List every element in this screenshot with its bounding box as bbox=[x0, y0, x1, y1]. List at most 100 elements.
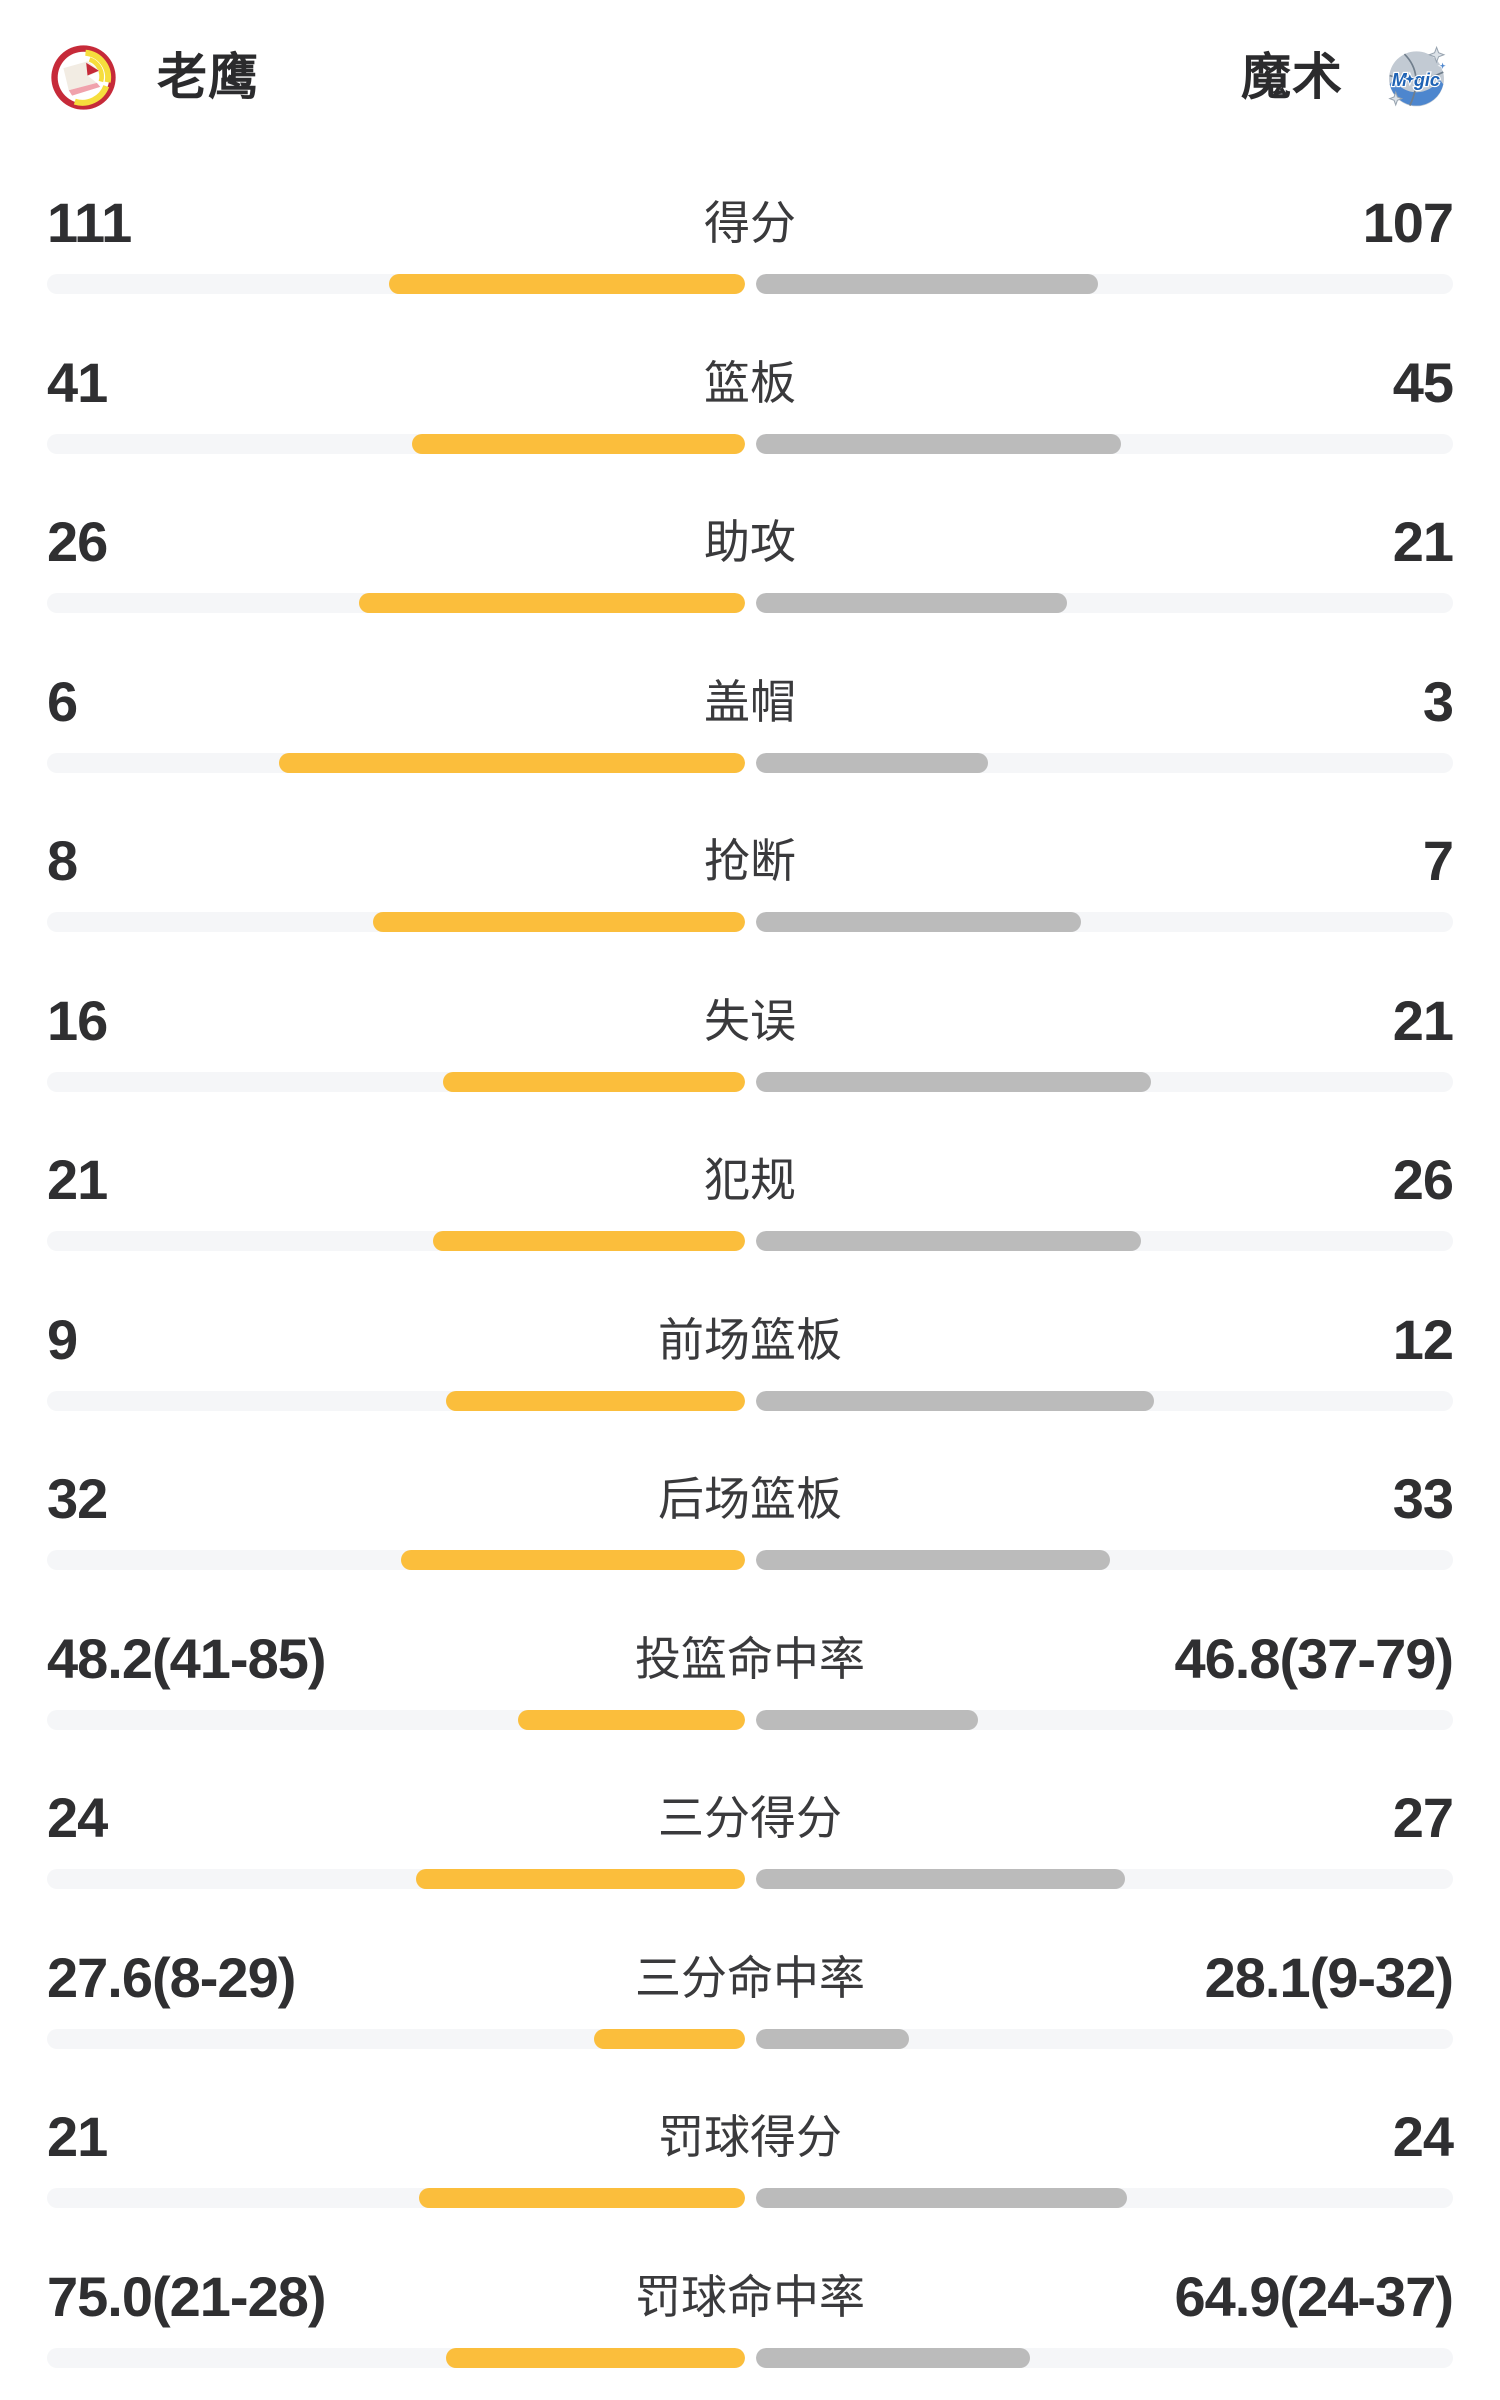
stat-bars bbox=[47, 593, 1453, 613]
stat-bars bbox=[47, 912, 1453, 932]
stat-label: 篮板 bbox=[704, 356, 796, 409]
stat-label: 得分 bbox=[704, 197, 796, 249]
bar-fill-right bbox=[755, 274, 1098, 294]
bar-track-left bbox=[47, 2188, 745, 2208]
bar-fill-left bbox=[445, 2347, 745, 2368]
bar-fill-left bbox=[445, 1390, 745, 1411]
header: 老鹰 魔术 M gic bbox=[0, 0, 1500, 111]
bar-fill-left bbox=[432, 1231, 745, 1251]
team-left-name: 老鹰 bbox=[157, 49, 259, 105]
stat-bars bbox=[47, 1709, 1453, 1730]
stat-bars bbox=[47, 1231, 1453, 1251]
stat-line: 26 助攻 21 bbox=[47, 510, 1454, 573]
bar-track-right bbox=[755, 1231, 1453, 1251]
stat-label: 犯规 bbox=[704, 1154, 796, 1206]
bar-track-left bbox=[47, 2028, 745, 2049]
bar-fill-left bbox=[593, 2028, 745, 2049]
bar-fill-left bbox=[372, 912, 745, 932]
stat-line: 9 前场篮板 12 bbox=[47, 1307, 1454, 1371]
stat-value-right: 64.9(24-37) bbox=[1174, 2264, 1454, 2328]
bar-fill-left bbox=[401, 1550, 745, 1570]
stat-row: 32 后场篮板 33 bbox=[47, 1467, 1454, 1570]
stat-label: 三分命中率 bbox=[635, 1951, 865, 2004]
stat-bars bbox=[47, 274, 1453, 294]
stat-row: 27.6(8-29) 三分命中率 28.1(9-32) bbox=[47, 1945, 1454, 2049]
bar-track-right bbox=[755, 593, 1453, 613]
bar-fill-left bbox=[517, 1709, 745, 1730]
bar-track-right bbox=[755, 1709, 1453, 1730]
bar-track-right bbox=[755, 2028, 1453, 2049]
bar-fill-right bbox=[755, 1869, 1125, 1889]
bar-track-right bbox=[755, 433, 1453, 454]
hawks-logo-icon bbox=[50, 44, 117, 111]
stat-label: 失误 bbox=[704, 994, 796, 1047]
stat-value-left: 16 bbox=[47, 988, 108, 1052]
bar-track-right bbox=[755, 2347, 1453, 2368]
stat-bars bbox=[47, 2028, 1453, 2049]
stat-value-right: 28.1(9-32) bbox=[1204, 1945, 1454, 2009]
stat-value-left: 26 bbox=[47, 510, 108, 573]
stat-row: 21 犯规 26 bbox=[47, 1152, 1454, 1251]
stat-bars bbox=[47, 1869, 1453, 1889]
stat-label: 后场篮板 bbox=[658, 1473, 842, 1525]
bar-track-left bbox=[47, 274, 745, 294]
stat-bars bbox=[47, 2188, 1453, 2208]
bar-fill-right bbox=[755, 2028, 909, 2049]
bar-track-left bbox=[47, 912, 745, 932]
bar-fill-right bbox=[755, 1390, 1155, 1411]
stat-value-left: 9 bbox=[47, 1307, 78, 1371]
stat-label: 助攻 bbox=[704, 516, 796, 568]
bar-track-right bbox=[755, 1550, 1453, 1570]
stat-bars bbox=[47, 1071, 1453, 1092]
stat-row: 26 助攻 21 bbox=[47, 510, 1454, 613]
bar-fill-right bbox=[755, 2188, 1128, 2208]
bar-fill-right bbox=[755, 1231, 1142, 1251]
stat-row: 24 三分得分 27 bbox=[47, 1790, 1454, 1889]
bar-fill-left bbox=[418, 2188, 745, 2208]
stat-row: 75.0(21-28) 罚球命中率 64.9(24-37) bbox=[47, 2264, 1454, 2368]
bar-fill-right bbox=[755, 433, 1121, 454]
bar-fill-right bbox=[755, 593, 1068, 613]
bar-track-right bbox=[755, 1869, 1453, 1889]
stat-label: 盖帽 bbox=[704, 675, 796, 728]
stat-row: 111 得分 107 bbox=[47, 195, 1454, 294]
stat-value-left: 27.6(8-29) bbox=[47, 1945, 296, 2009]
bar-fill-right bbox=[755, 2347, 1031, 2368]
bar-fill-right bbox=[755, 1709, 978, 1730]
stat-value-right: 12 bbox=[1392, 1307, 1454, 1371]
stat-value-right: 7 bbox=[1422, 829, 1454, 892]
stat-row: 9 前场篮板 12 bbox=[47, 1307, 1454, 1411]
stat-value-right: 21 bbox=[1392, 510, 1454, 573]
bar-track-right bbox=[755, 1071, 1453, 1092]
stat-label: 投篮命中率 bbox=[635, 1632, 865, 1685]
stat-line: 75.0(21-28) 罚球命中率 64.9(24-37) bbox=[47, 2264, 1454, 2328]
bar-fill-right bbox=[755, 752, 988, 773]
team-left: 老鹰 bbox=[50, 44, 259, 111]
stat-label: 抢断 bbox=[704, 835, 796, 887]
stat-value-right: 46.8(37-79) bbox=[1174, 1626, 1454, 1690]
stat-value-right: 3 bbox=[1422, 669, 1454, 733]
stat-line: 8 抢断 7 bbox=[47, 829, 1454, 892]
bar-track-right bbox=[755, 274, 1453, 294]
bar-fill-right bbox=[755, 1550, 1110, 1570]
stat-line: 6 盖帽 3 bbox=[47, 669, 1454, 733]
stat-label: 三分得分 bbox=[658, 1792, 842, 1844]
stat-line: 24 三分得分 27 bbox=[47, 1790, 1454, 1846]
stat-line: 21 犯规 26 bbox=[47, 1152, 1454, 1208]
team-right: 魔术 M gic bbox=[1241, 44, 1450, 111]
stat-bars bbox=[47, 1550, 1453, 1570]
bar-track-left bbox=[47, 1709, 745, 1730]
stat-bars bbox=[47, 2347, 1453, 2368]
stat-value-right: 33 bbox=[1392, 1467, 1454, 1530]
bar-track-right bbox=[755, 912, 1453, 932]
bar-track-right bbox=[755, 1390, 1453, 1411]
stat-value-left: 8 bbox=[47, 829, 78, 892]
bar-track-left bbox=[47, 433, 745, 454]
bar-track-left bbox=[47, 1231, 745, 1251]
stat-bars bbox=[47, 752, 1453, 773]
stat-row: 41 篮板 45 bbox=[47, 350, 1454, 454]
stat-line: 111 得分 107 bbox=[47, 195, 1454, 251]
stat-value-right: 45 bbox=[1392, 350, 1454, 414]
stat-line: 21 罚球得分 24 bbox=[47, 2109, 1454, 2165]
